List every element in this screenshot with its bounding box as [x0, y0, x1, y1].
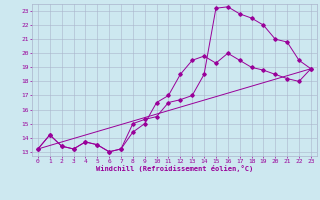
X-axis label: Windchill (Refroidissement éolien,°C): Windchill (Refroidissement éolien,°C) — [96, 165, 253, 172]
